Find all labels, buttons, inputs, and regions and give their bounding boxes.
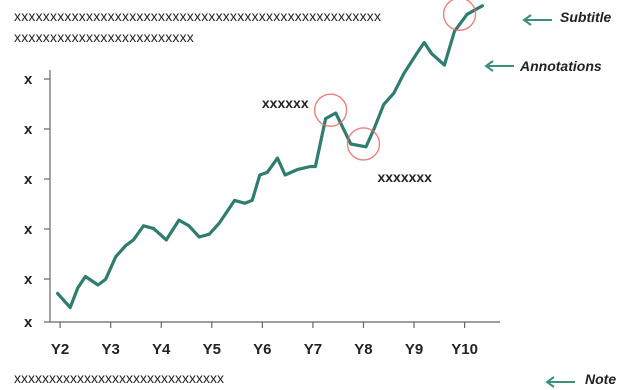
note-text: xxxxxxxxxxxxxxxxxxxxxxxxxxxxxx: [14, 370, 224, 386]
x-tick-label: Y6: [253, 341, 271, 358]
x-tick-label: Y4: [152, 341, 171, 358]
subtitle-side-label: Subtitle: [560, 9, 612, 25]
series-line: [55, 4, 484, 310]
y-tick-label: x: [24, 171, 33, 188]
y-tick-label: x: [24, 271, 33, 288]
x-tick-label: Y9: [405, 341, 423, 358]
x-tick-label: Y3: [101, 341, 119, 358]
annotations-arrow-icon: [484, 60, 514, 72]
y-tick-label: x: [24, 221, 33, 238]
annotation-circle: [313, 93, 348, 127]
y-tick-label: x: [24, 314, 33, 331]
annotation-circle: [346, 127, 381, 161]
subtitle-line-1: xxxxxxxxxxxxxxxxxxxxxxxxxxxxxxxxxxxxxxxx…: [14, 8, 382, 24]
x-tick-label: Y8: [354, 341, 372, 358]
note-arrow-icon: [545, 376, 575, 388]
subtitle-line-2: xxxxxxxxxxxxxxxxxxxxxxxxx: [14, 29, 194, 45]
x-tick-label: Y5: [203, 341, 221, 358]
x-tick-label: Y2: [51, 341, 69, 358]
annotation-label: xxxxxxx: [377, 169, 432, 185]
annotation-label: xxxxxx: [262, 95, 309, 111]
annotations-side-label: Annotations: [520, 58, 602, 74]
annotation-circle: [442, 0, 477, 31]
y-tick-label: x: [24, 121, 33, 138]
y-tick-label: x: [24, 71, 33, 88]
note-side-label: Note: [585, 371, 617, 387]
x-tick-label: Y7: [304, 341, 322, 358]
subtitle-arrow-icon: [522, 14, 552, 26]
x-tick-label: Y10: [451, 341, 478, 358]
